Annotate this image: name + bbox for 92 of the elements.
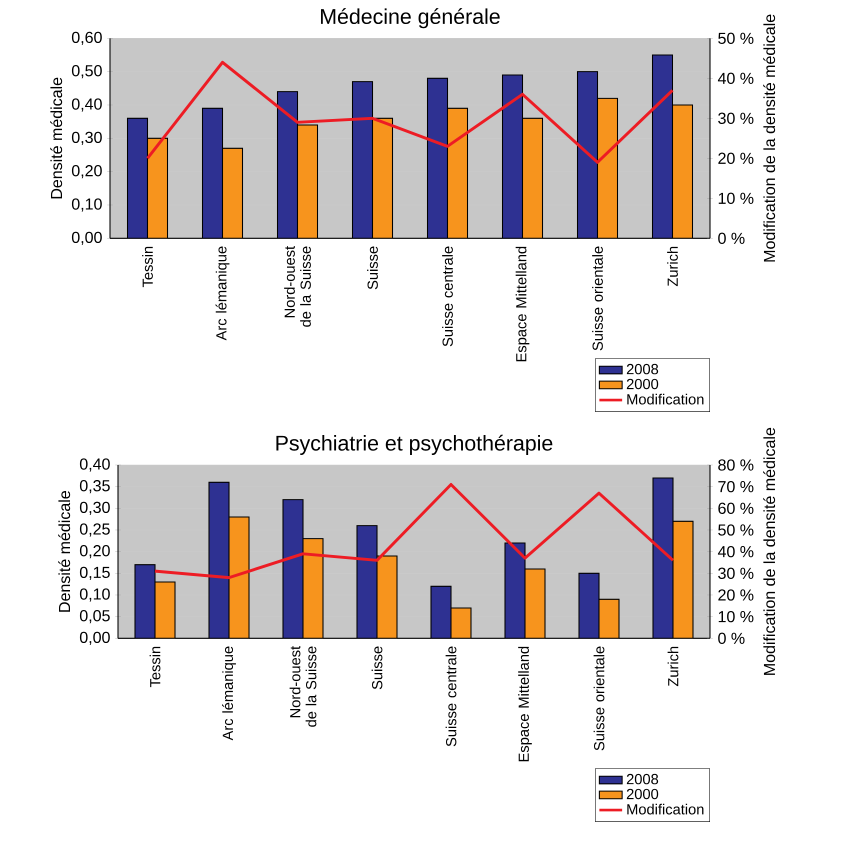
x-tick-label: Arc lémanique [216,246,230,340]
line-series [154,483,674,580]
y-tick-label: 0,10 [72,198,102,212]
y2-tick-label: 0 % [718,632,745,644]
legend-label: 2000 [626,788,658,800]
y2-tick-label: 30 % [718,112,754,124]
x-tick-label: Zurich [668,646,678,686]
legend-label: 2000 [626,378,658,390]
x-tick-label: Espace Mittelland [518,646,532,762]
x-tick-label: Suisse orientale [592,246,603,350]
x-tick-label: Tessin [150,646,160,688]
bar [352,82,373,238]
x-tick-label: Arc lémanique [222,646,236,740]
y2-tick-label: 50 % [718,32,754,44]
legend-label: 2008 [626,774,658,784]
bar [502,74,522,238]
bar [135,564,156,638]
y-tick-label: 0,10 [80,588,110,602]
bar [357,526,377,638]
y2-tick-label: 10 % [718,610,754,622]
legend-label: 2008 [626,364,658,374]
bar [377,556,397,638]
bar [525,568,545,638]
bar [598,599,619,638]
y-tick-label: 0,60 [72,32,102,45]
y2-tick-label: 20 % [718,152,754,164]
y-tick-label: 0,00 [72,232,102,245]
y2-tick-label: 30 % [718,568,754,579]
x-tick-label: Tessin [142,246,153,288]
bar [428,78,448,238]
x-tick-label: Suisse centrale [446,646,456,746]
x-tick-label: Suisse [367,246,378,290]
bar [672,104,694,238]
y-tick-label: 0,30 [72,132,102,145]
bar [155,582,176,638]
bar [448,108,468,238]
bar [202,108,223,238]
bar [229,516,250,638]
bar [372,118,392,238]
x-tick-label: Nord-ouest de la Suisse [284,246,311,327]
chart-title: Psychiatrie et psychothérapie [276,434,552,455]
bar [128,118,148,238]
y2-tick-label: 10 % [718,192,754,204]
y2-tick-label: 0 % [718,232,745,244]
chart-title: Médecine générale [321,8,500,28]
x-tick-label: Zurich [667,246,678,286]
y2-axis-title: Modification de la densité médicale [763,14,776,262]
y2-tick-label: 20 % [718,589,754,601]
y2-tick-label: 40 % [718,72,754,84]
x-tick-label: Suisse orientale [594,646,604,750]
bar [672,520,694,638]
y2-axis-title: Modification de la densité médicale [763,428,776,675]
bar [298,124,318,238]
y-tick-label: 0,15 [80,566,110,580]
x-tick-label: Espace Mittelland [516,246,530,362]
bar [578,72,598,238]
y-tick-label: 0,20 [80,545,110,558]
y2-tick-label: 80 % [718,459,754,471]
bar [283,500,303,638]
bar [431,586,451,638]
legend-label: Modification [627,394,704,405]
y2-tick-label: 40 % [718,546,754,558]
bar [303,538,324,638]
y-tick-label: 0,40 [72,98,102,112]
y2-tick-label: 50 % [718,524,754,536]
bar [209,482,229,638]
y-tick-label: 0,20 [72,165,102,178]
y-tick-label: 0,30 [80,502,110,515]
bar [278,92,298,238]
y-tick-label: 0,40 [80,458,110,472]
y2-tick-label: 60 % [718,502,754,514]
y-tick-label: 0,50 [72,65,102,78]
y-tick-label: 0,05 [80,610,110,624]
y2-tick-label: 70 % [718,480,754,492]
x-tick-label: Nord-ouest de la Suisse [290,646,316,727]
y-tick-label: 0,35 [80,480,110,494]
line-series [146,60,674,164]
bar [598,98,618,238]
bar [652,54,674,238]
y-tick-label: 0,00 [80,632,110,645]
bar [579,573,599,638]
legend-label: Modification [627,804,704,815]
bar [222,148,242,238]
x-tick-label: Suisse [372,646,382,690]
bar [451,608,471,638]
y-axis-title: Densité médicale [58,491,70,612]
bar [522,118,543,238]
x-tick-label: Suisse centrale [442,246,453,346]
y-tick-label: 0,25 [80,523,110,537]
y-axis-title: Densité médicale [50,78,62,198]
bar [148,138,168,238]
bar [505,542,525,638]
